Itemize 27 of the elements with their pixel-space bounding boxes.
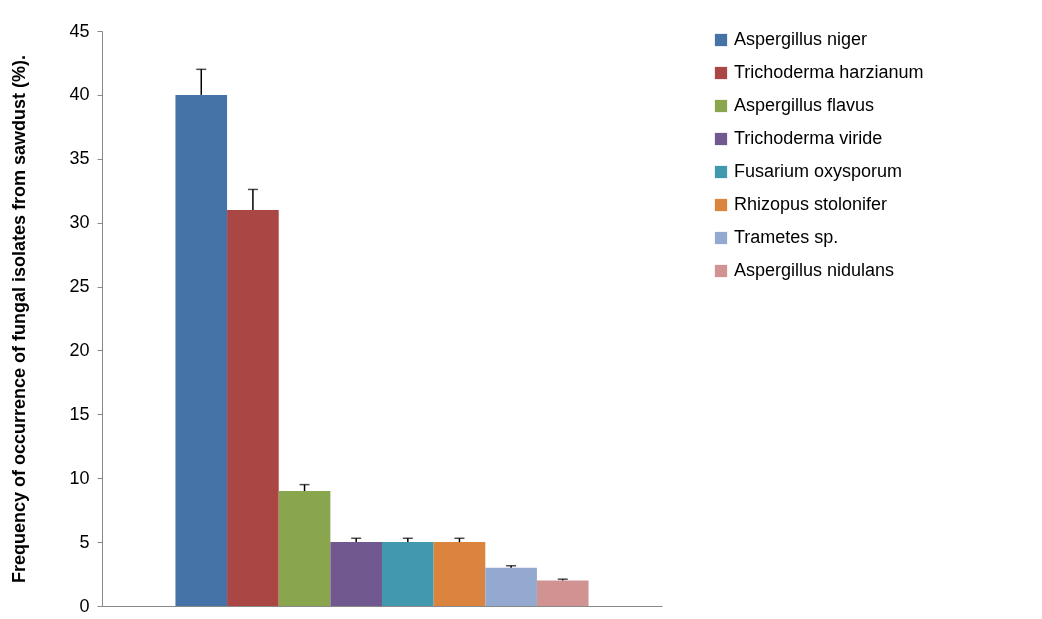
legend-label: Rhizopus stolonifer (734, 194, 888, 214)
legend-label: Aspergillus nidulans (734, 260, 895, 280)
y-axis-title: Frequency of occurrence of fungal isolates from sawdust (%). (9, 54, 30, 584)
legend-label: Trametes sp. (734, 227, 839, 247)
bar (227, 209, 279, 606)
y-tick-label: 45 (69, 20, 90, 41)
legend-label: Aspergillus flavus (734, 95, 875, 115)
y-tick-label: 20 (69, 339, 90, 360)
y-tick-label: 30 (69, 212, 90, 233)
y-tick-label: 35 (69, 148, 90, 169)
legend-label: Aspergillus niger (734, 29, 868, 49)
legend-label: Trichoderma viride (734, 128, 883, 148)
bar (278, 491, 331, 606)
bar (485, 567, 537, 606)
bar (382, 542, 434, 606)
y-tick-label: 40 (69, 84, 90, 105)
y-tick-label: 15 (69, 403, 90, 424)
bar (433, 542, 486, 606)
y-tick-label: 10 (69, 467, 90, 488)
y-tick-label: 5 (79, 531, 90, 552)
legend-label: Trichoderma harzianum (734, 62, 924, 82)
y-tick-label: 25 (69, 276, 90, 297)
y-tick-label: 0 (79, 595, 90, 616)
bar (330, 542, 382, 606)
legend-label: Fusarium oxysporum (734, 161, 903, 181)
bar (536, 580, 589, 606)
bar (175, 94, 228, 606)
